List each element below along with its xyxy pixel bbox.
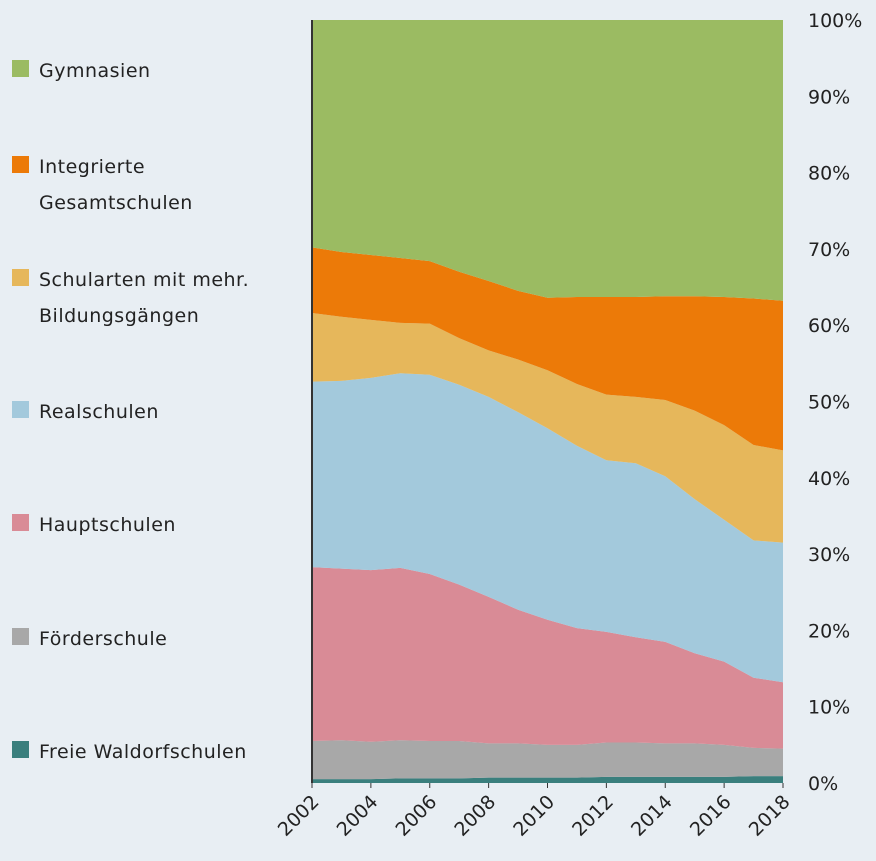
area xyxy=(312,20,783,301)
area xyxy=(312,247,783,451)
x-tick-label: 2014 xyxy=(627,791,677,841)
legend-label: Realschulen xyxy=(39,400,159,423)
legend-label: Förderschule xyxy=(39,627,168,650)
legend-item: Schularten mit mehr. Bildungsgängen xyxy=(12,262,277,334)
y-tick-label: 90% xyxy=(808,86,850,108)
legend-label: Gymnasien xyxy=(39,60,151,82)
legend-label: Hauptschulen xyxy=(39,514,176,536)
legend-item: Realschulen xyxy=(12,394,277,430)
area xyxy=(312,567,783,749)
legend-item: Integrierte Gesamtschulen xyxy=(12,149,277,221)
legend-label: Freie Waldorfschulen xyxy=(39,741,247,763)
y-tick-label: 80% xyxy=(808,163,850,185)
area xyxy=(312,312,783,543)
y-tick-label: 60% xyxy=(808,315,850,337)
x-tick-label: 2012 xyxy=(568,791,618,841)
legend-swatch xyxy=(12,627,29,645)
y-tick-label: 0% xyxy=(808,773,838,795)
legend-label: Schularten mit mehr. Bildungsgängen xyxy=(39,269,250,327)
x-tick-label: 2018 xyxy=(745,791,795,841)
legend-swatch xyxy=(12,155,29,173)
x-tick-label: 2002 xyxy=(274,791,324,841)
y-tick-label: 10% xyxy=(808,697,850,719)
y-tick-label: 40% xyxy=(808,468,850,490)
x-tick-label: 2010 xyxy=(509,791,559,841)
x-tick-label: 2008 xyxy=(450,791,500,841)
area xyxy=(312,776,783,783)
area xyxy=(312,373,783,683)
y-tick-label: 30% xyxy=(808,544,850,566)
y-tick-label: 20% xyxy=(808,620,850,642)
x-tick-label: 2006 xyxy=(392,791,442,841)
legend-label: Integrierte Gesamtschulen xyxy=(39,155,193,214)
area xyxy=(312,740,783,780)
y-tick-label: 50% xyxy=(808,392,850,414)
legend-item: Freie Waldorfschulen xyxy=(12,734,277,770)
legend-swatch xyxy=(12,269,29,286)
legend-item: Hauptschulen xyxy=(12,507,277,543)
legend-swatch xyxy=(12,741,29,758)
legend-swatch xyxy=(12,60,29,77)
legend-item: Förderschule xyxy=(12,621,277,657)
y-tick-label: 100% xyxy=(808,10,862,32)
x-tick-label: 2016 xyxy=(686,791,736,841)
legend-swatch xyxy=(12,514,29,531)
legend-item: Gymnasien xyxy=(12,53,277,89)
legend-swatch xyxy=(12,400,29,418)
y-tick-label: 70% xyxy=(808,239,850,261)
x-tick-label: 2004 xyxy=(333,791,383,841)
